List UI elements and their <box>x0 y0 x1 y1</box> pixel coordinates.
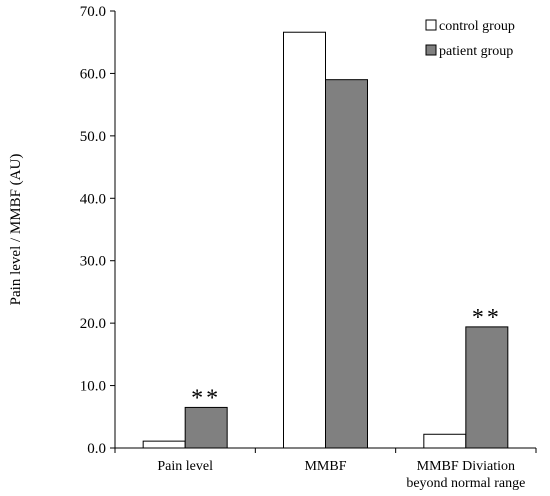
axes-layer <box>110 10 537 453</box>
bar-patient-1 <box>325 79 368 449</box>
legend-swatch-0 <box>425 19 437 31</box>
legend-label-0: control group <box>439 19 515 34</box>
bar-control-1 <box>283 31 326 449</box>
labels-layer: 0.0 10.0 20.0 30.0 40.0 50.0 60.0 70.0 Pain leve… <box>8 4 525 491</box>
y-tick-label: 70.0 <box>80 4 106 20</box>
y-tick-label: 60.0 <box>80 66 106 82</box>
y-tick-label: 10.0 <box>80 379 106 395</box>
bars-layer <box>142 31 509 449</box>
y-axis-title: Pain level / MMBF (AU) <box>8 154 24 306</box>
significance-marker: ** <box>472 305 502 331</box>
x-category-label: MMBF <box>304 459 346 474</box>
legend-swatch-1 <box>425 44 437 56</box>
x-category-label: MMBF Diviation <box>417 459 515 474</box>
y-tick-label: 30.0 <box>80 254 106 270</box>
bar-patient-2 <box>465 326 509 449</box>
y-tick-label: 50.0 <box>80 129 106 145</box>
legend: control group patient group <box>425 19 515 59</box>
y-tick-label: 20.0 <box>80 316 106 332</box>
bar-patient-0 <box>184 406 228 449</box>
y-tick-label: 40.0 <box>80 191 106 207</box>
bar-control-0 <box>142 440 186 449</box>
significance-marker: ** <box>191 385 221 411</box>
y-tick-label: 0.0 <box>87 441 106 457</box>
bar-control-2 <box>423 433 467 449</box>
legend-label-1: patient group <box>439 44 513 59</box>
x-category-label: Pain level <box>157 459 213 474</box>
x-category-label: beyond normal range <box>406 476 525 491</box>
